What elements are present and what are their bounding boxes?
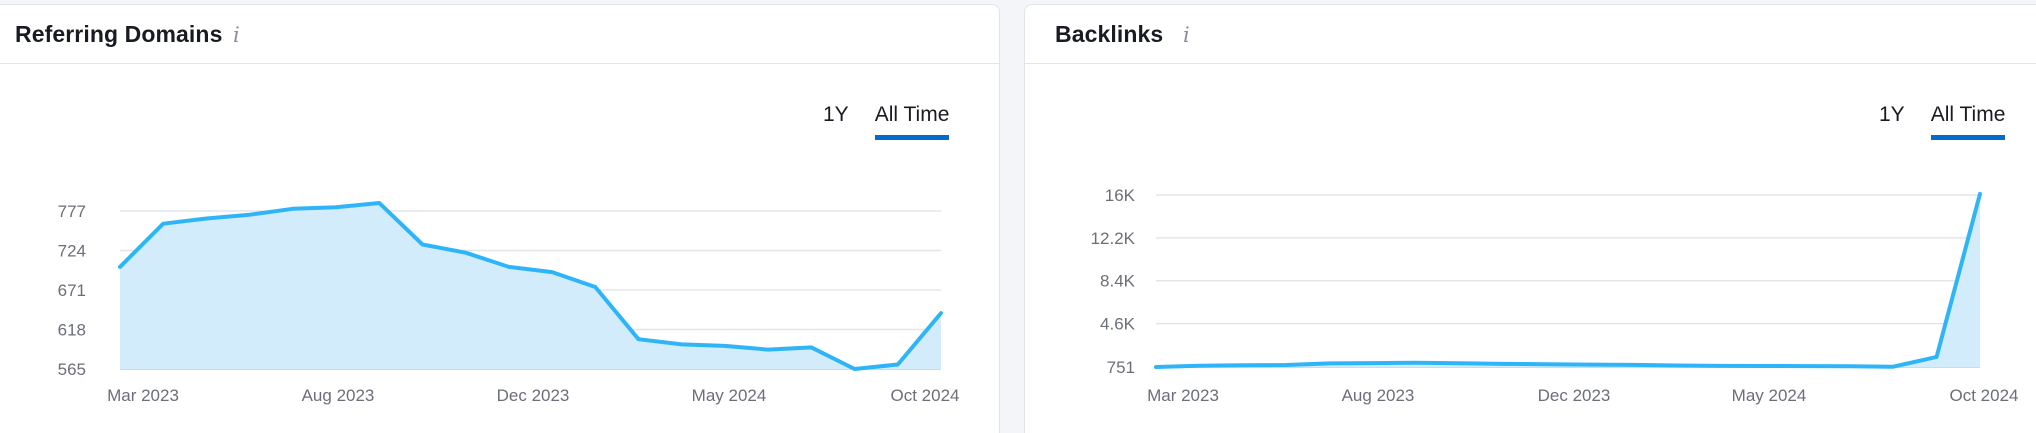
panel-header: Backlinks i bbox=[1025, 5, 2036, 64]
x-tick-label: Oct 2024 bbox=[1950, 386, 2019, 405]
info-icon[interactable]: i bbox=[1183, 23, 1190, 47]
y-tick-label: 565 bbox=[58, 360, 86, 379]
y-tick-label: 8.4K bbox=[1100, 272, 1136, 291]
x-tick-label: Aug 2023 bbox=[1342, 386, 1415, 405]
tab-all-time[interactable]: All Time bbox=[1930, 103, 2006, 140]
range-tabs: 1Y All Time bbox=[1879, 103, 2006, 140]
x-tick-label: Mar 2023 bbox=[1147, 386, 1219, 405]
y-tick-label: 618 bbox=[58, 321, 86, 340]
y-tick-label: 671 bbox=[58, 281, 86, 300]
referring-domains-panel: Referring Domains i 1Y All Time 565 618 67… bbox=[0, 4, 1000, 433]
referring-domains-chart: 565 618 671 724 777 Mar 2023 Aug 2023 Dec 2023 M… bbox=[58, 201, 960, 405]
x-tick-label: May 2024 bbox=[1732, 386, 1807, 405]
x-tick-label: Dec 2023 bbox=[497, 386, 570, 405]
panel-header: Referring Domains i bbox=[0, 5, 999, 64]
x-tick-label: Mar 2023 bbox=[107, 386, 179, 405]
series-line bbox=[1154, 191, 1982, 369]
series-line bbox=[118, 201, 943, 371]
panel-title: Backlinks bbox=[1055, 21, 1164, 47]
y-tick-label: 12.2K bbox=[1091, 229, 1136, 248]
y-tick-label: 724 bbox=[58, 242, 86, 261]
info-icon[interactable]: i bbox=[233, 23, 240, 47]
panel-title: Referring Domains bbox=[15, 21, 223, 47]
y-tick-label: 16K bbox=[1105, 186, 1136, 205]
y-tick-label: 4.6K bbox=[1100, 315, 1136, 334]
y-tick-label: 751 bbox=[1107, 358, 1135, 377]
backlinks-panel: Backlinks i 1Y All Time 751 4.6K 8.4K 12.2K… bbox=[1024, 4, 2036, 433]
series-area bbox=[120, 203, 941, 369]
tab-1y[interactable]: 1Y bbox=[1879, 103, 1905, 126]
y-tick-label: 777 bbox=[58, 202, 86, 221]
x-tick-label: Dec 2023 bbox=[1538, 386, 1611, 405]
x-tick-label: Oct 2024 bbox=[891, 386, 960, 405]
x-tick-label: May 2024 bbox=[692, 386, 767, 405]
x-tick-label: Aug 2023 bbox=[302, 386, 375, 405]
backlinks-chart: 751 4.6K 8.4K 12.2K 16K Mar 2023 Aug 2023 Dec 2… bbox=[1091, 186, 2019, 405]
tab-all-time[interactable]: All Time bbox=[874, 103, 950, 140]
range-tabs: 1Y All Time bbox=[823, 103, 950, 140]
tab-1y[interactable]: 1Y bbox=[823, 103, 849, 126]
